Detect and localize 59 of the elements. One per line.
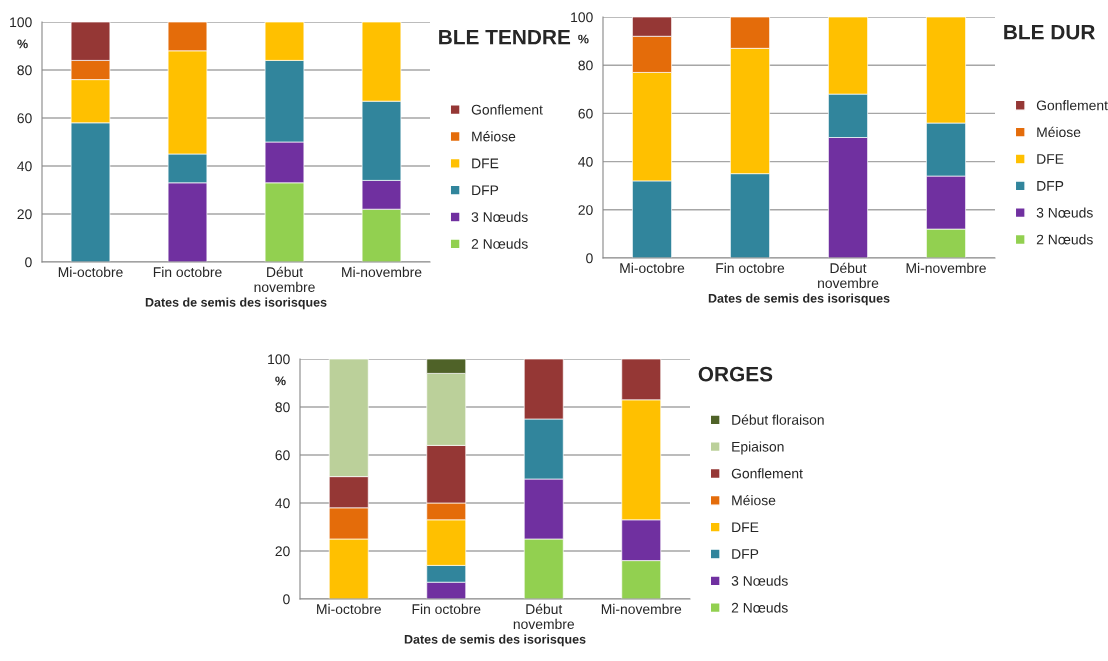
legend-label: Gonflement xyxy=(1036,100,1108,111)
x-tick-label: Début novembre xyxy=(254,266,315,293)
y-tick-label: 40 xyxy=(275,498,290,509)
x-tick-label: Mi-novembre xyxy=(342,266,422,278)
y-tick-label: 60 xyxy=(275,450,290,461)
x-tick-label: Fin octobre xyxy=(716,262,785,274)
x-tick-label: Mi-novembre xyxy=(601,603,682,615)
legend-label: 2 Nœuds xyxy=(1036,234,1093,245)
x-tick-label: Mi-octobre xyxy=(58,266,123,278)
legend-label: 3 Nœuds xyxy=(1036,207,1093,218)
legend-label: DFP xyxy=(472,185,499,196)
x-tick-label: Début novembre xyxy=(818,262,879,289)
y-axis-title: % xyxy=(578,34,589,44)
legend-label: DFE xyxy=(472,158,499,169)
y-tick-label: 20 xyxy=(17,209,32,220)
x-axis-title: Dates de semis des isorisques xyxy=(708,293,890,306)
legend-label: DFP xyxy=(1037,181,1064,191)
y-tick-label: 0 xyxy=(586,253,593,264)
legend-label: Epiaison xyxy=(732,441,784,455)
y-axis-title: % xyxy=(275,376,286,386)
x-tick-label: Mi-octobre xyxy=(620,262,685,274)
text: BLE DUR xyxy=(1004,24,1095,40)
y-tick-label: 0 xyxy=(283,594,290,605)
y-axis-title: % xyxy=(17,39,28,49)
y-tick-label: 20 xyxy=(578,205,593,215)
x-tick-label: Mi-novembre xyxy=(906,262,986,274)
legend-label: 2 Nœuds xyxy=(471,238,528,249)
legend-label: DFE xyxy=(732,522,759,533)
text: BLE TENDRE xyxy=(439,29,571,45)
legend-label: Gonflement xyxy=(471,104,543,115)
legend-label: DFE xyxy=(1037,154,1064,164)
x-tick-label: Fin octobre xyxy=(412,603,481,615)
legend-label: 3 Nœuds xyxy=(471,211,528,222)
y-tick-label: 40 xyxy=(578,156,593,167)
legend-label: Méiose xyxy=(1037,126,1081,138)
y-tick-label: 80 xyxy=(17,65,32,76)
legend-label: 3 Nœuds xyxy=(731,575,788,586)
x-tick-label: Fin octobre xyxy=(153,266,222,278)
legend-label: 2 Nœuds xyxy=(731,602,788,613)
y-tick-label: 60 xyxy=(578,108,593,119)
y-tick-label: 60 xyxy=(17,113,32,124)
y-tick-label: 80 xyxy=(275,402,290,413)
x-tick-label: Mi-octobre xyxy=(317,603,381,615)
y-tick-label: 80 xyxy=(578,60,593,71)
legend-label: Méiose xyxy=(472,131,516,142)
y-tick-label: 100 xyxy=(10,17,32,28)
x-axis-title: Dates de semis des isorisques xyxy=(404,634,586,647)
legend-label: DFP xyxy=(732,549,759,559)
x-axis-title: Dates de semis des isorisques xyxy=(145,297,327,310)
y-tick-label: 40 xyxy=(17,161,32,172)
text: ORGES xyxy=(698,366,773,382)
x-tick-label: Début novembre xyxy=(513,603,575,630)
legend-label: Début floraison xyxy=(732,414,824,425)
y-tick-label: 100 xyxy=(571,12,593,23)
y-tick-label: 20 xyxy=(275,546,290,557)
legend-label: Gonflement xyxy=(731,468,803,479)
legend-label: Méiose xyxy=(732,494,776,506)
y-tick-label: 0 xyxy=(25,257,32,268)
y-tick-label: 100 xyxy=(268,354,290,365)
